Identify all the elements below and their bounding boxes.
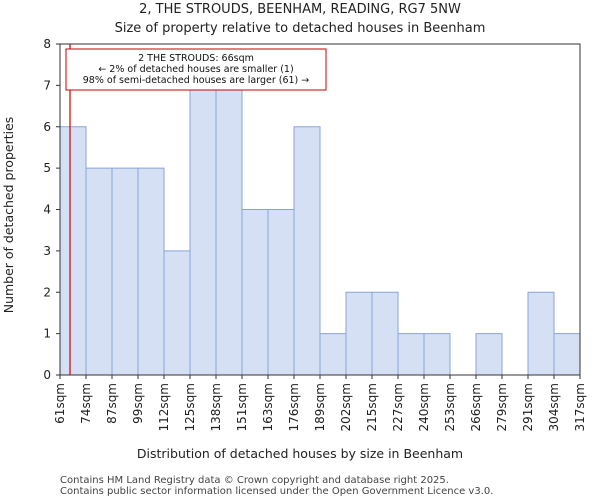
x-tick-label: 227sqm	[391, 383, 405, 431]
x-tick-label: 304sqm	[547, 383, 561, 431]
x-tick-label: 176sqm	[287, 383, 301, 431]
bar-291sqm	[527, 291, 555, 376]
x-tick-label: 253sqm	[443, 383, 457, 431]
x-tick-label: 125sqm	[183, 383, 197, 431]
x-tick-label: 215sqm	[365, 383, 379, 431]
bar-215sqm	[371, 291, 399, 376]
x-tick-label: 61sqm	[53, 383, 67, 424]
x-tick-label: 202sqm	[339, 383, 353, 431]
bar-99sqm	[137, 167, 165, 376]
y-tick-label: 0	[43, 368, 51, 382]
x-tick-label: 151sqm	[235, 383, 249, 431]
bar-227sqm	[397, 333, 425, 376]
x-tick-label: 240sqm	[417, 383, 431, 431]
y-tick-label: 6	[43, 120, 51, 134]
annotation-box: 2 THE STROUDS: 66sqm ← 2% of detached ho…	[65, 48, 327, 91]
bar-87sqm	[111, 167, 139, 376]
y-tick-label: 7	[43, 78, 51, 92]
x-tick-label: 112sqm	[157, 383, 171, 431]
annotation-box-frame	[65, 48, 327, 91]
bars-group	[59, 84, 581, 376]
y-tick-label: 3	[43, 244, 51, 258]
x-tick-label: 99sqm	[131, 383, 145, 424]
bar-189sqm	[319, 333, 347, 376]
bar-240sqm	[423, 333, 451, 376]
x-tick-label: 317sqm	[573, 383, 587, 431]
y-ticks: 0 1 2 3 4 5 6 7 8	[43, 37, 60, 382]
x-tick-label: 163sqm	[261, 383, 275, 431]
y-tick-label: 1	[43, 327, 51, 341]
bar-202sqm	[345, 291, 373, 376]
y-axis-label: Number of detached properties	[1, 117, 16, 314]
annotation-line-2: ← 2% of detached houses are smaller (1)	[98, 64, 293, 75]
bar-176sqm	[293, 126, 321, 376]
bar-125sqm	[189, 84, 217, 376]
x-tick-label: 189sqm	[313, 383, 327, 431]
bar-163sqm	[267, 209, 295, 376]
x-tick-label: 87sqm	[105, 383, 119, 424]
x-tick-label: 291sqm	[521, 383, 535, 431]
bar-138sqm	[215, 84, 243, 376]
bar-304sqm	[553, 333, 581, 376]
annotation-line-1: 2 THE STROUDS: 66sqm	[138, 53, 254, 64]
bar-61sqm	[59, 126, 87, 376]
footer-line-2: Contains public sector information licen…	[60, 486, 493, 497]
x-tick-label: 74sqm	[79, 383, 93, 424]
x-tick-label: 138sqm	[209, 383, 223, 431]
chart-title: 2, THE STROUDS, BEENHAM, READING, RG7 5N…	[139, 2, 461, 17]
y-tick-label: 2	[43, 285, 51, 299]
bar-151sqm	[241, 209, 269, 376]
x-tick-label: 266sqm	[469, 383, 483, 431]
bar-266sqm	[475, 333, 503, 376]
x-ticks: 61sqm 74sqm 87sqm 99sqm 112sqm 125sqm 138sqm 15…	[53, 375, 587, 431]
bar-112sqm	[163, 250, 191, 376]
x-tick-label: 279sqm	[495, 383, 509, 431]
footer-line-1: Contains HM Land Registry data © Crown c…	[60, 475, 449, 486]
bar-74sqm	[85, 167, 113, 376]
annotation-line-3: 98% of semi-detached houses are larger (…	[83, 75, 310, 86]
y-tick-label: 5	[43, 161, 51, 175]
chart-subtitle: Size of property relative to detached ho…	[115, 21, 486, 36]
y-tick-label: 4	[43, 203, 51, 217]
y-tick-label: 8	[43, 37, 51, 51]
x-axis-label: Distribution of detached houses by size …	[137, 446, 463, 461]
